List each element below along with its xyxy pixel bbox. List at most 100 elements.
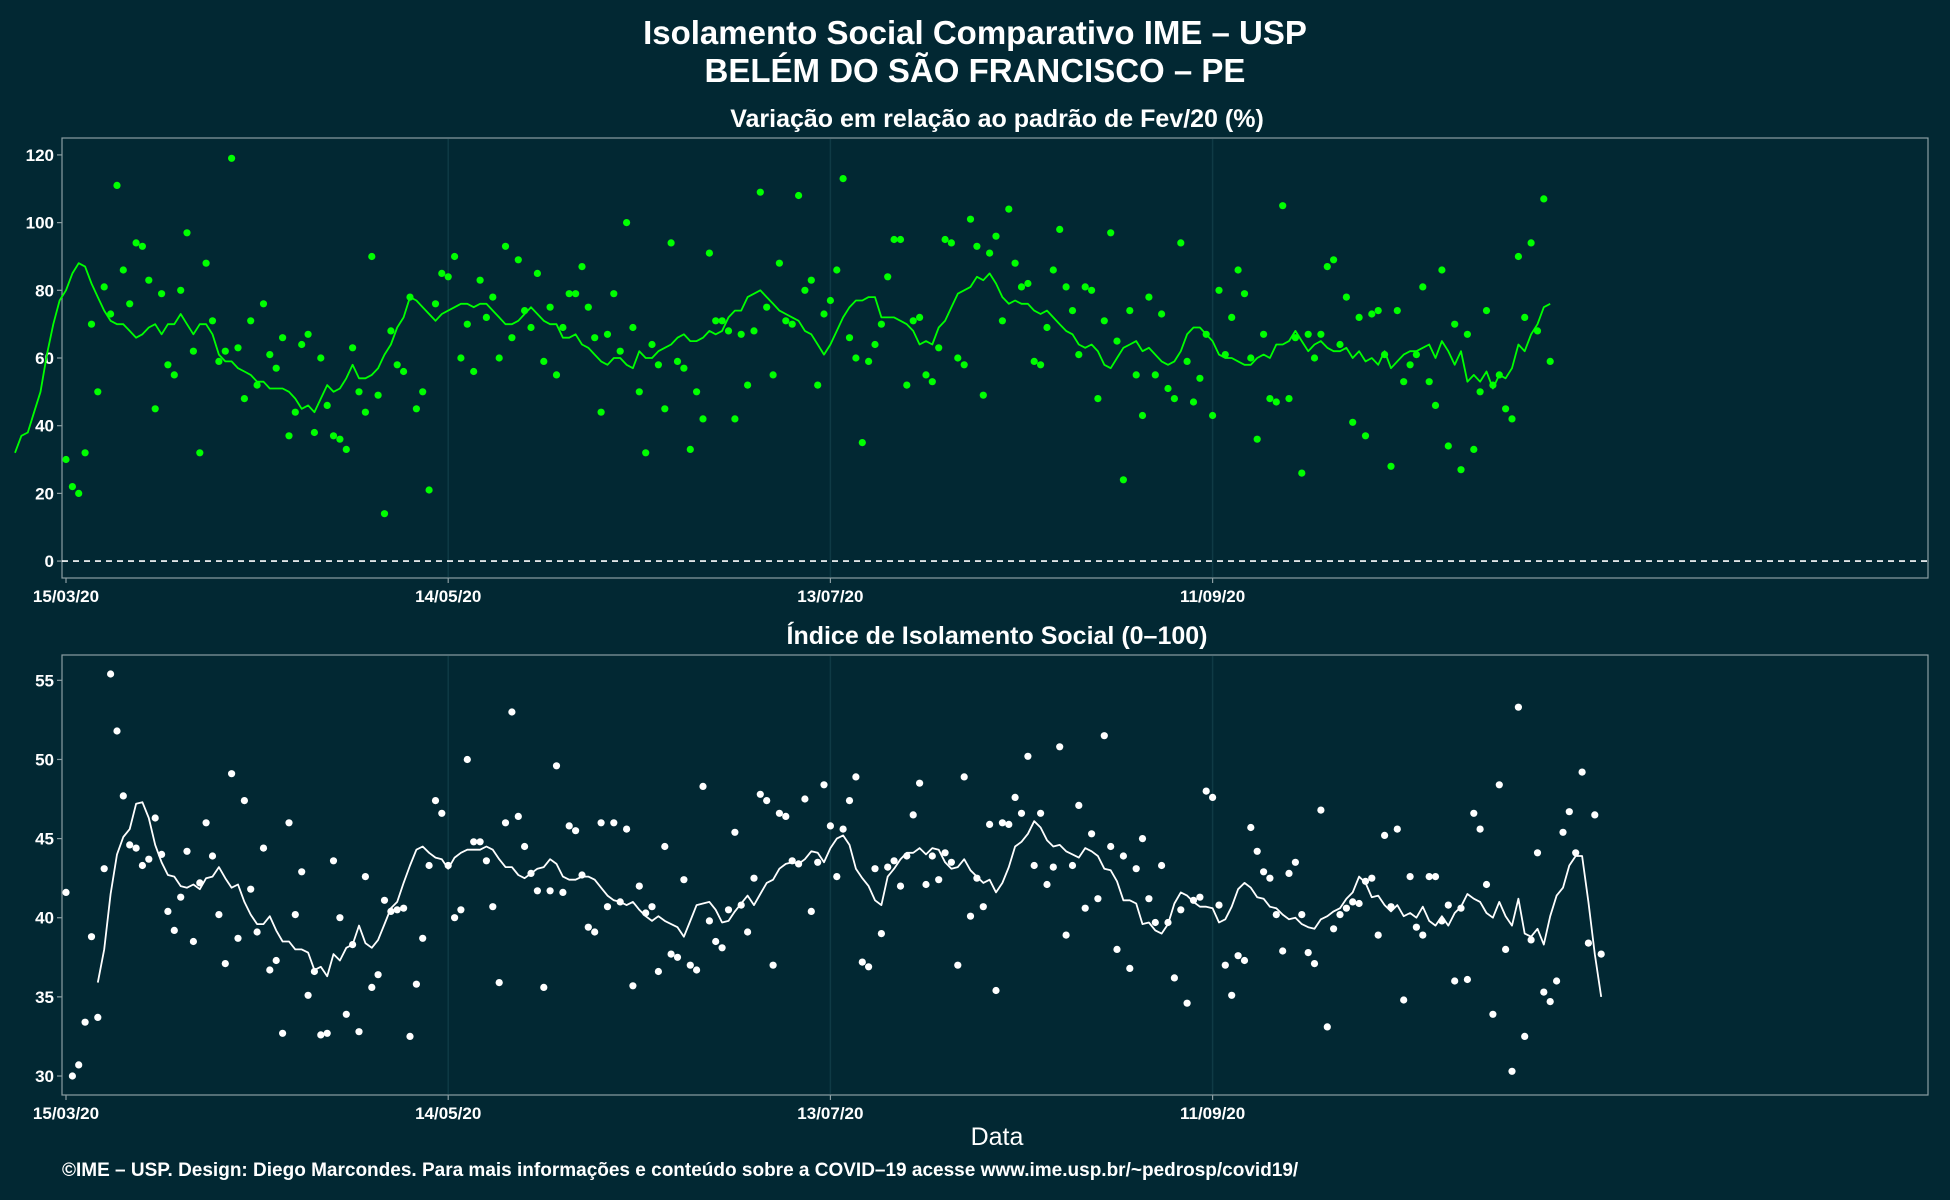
top-data-point	[1177, 239, 1185, 247]
top-data-point	[177, 286, 185, 294]
top-data-point	[234, 344, 242, 352]
top-data-point	[1164, 384, 1172, 393]
top-data-point	[1017, 283, 1026, 291]
bottom-data-point	[126, 841, 134, 849]
top-data-point	[1368, 310, 1376, 318]
top-data-point	[788, 320, 796, 328]
bottom-data-point	[228, 770, 236, 778]
bottom-x-tick-label: 13/07/20	[797, 1104, 863, 1123]
bottom-data-point	[336, 914, 344, 922]
top-data-point	[1202, 330, 1210, 338]
bottom-panel-title: Índice de Isolamento Social (0–100)	[787, 621, 1208, 650]
top-data-point	[368, 252, 376, 261]
top-data-point	[718, 317, 726, 325]
top-data-point	[1056, 225, 1064, 233]
top-data-point	[884, 273, 892, 281]
bottom-data-point	[451, 914, 459, 922]
bottom-data-point	[1521, 1032, 1529, 1040]
bottom-data-point	[1158, 861, 1166, 870]
top-data-point	[559, 323, 567, 332]
bottom-data-point	[1457, 904, 1465, 912]
top-y-tick-label: 0	[45, 552, 54, 571]
bottom-data-point	[890, 857, 898, 865]
bottom-data-point	[215, 911, 223, 919]
bottom-data-point	[986, 820, 994, 829]
bottom-data-point	[744, 928, 752, 936]
top-data-point	[1336, 340, 1344, 349]
top-y-tick-label: 80	[35, 281, 54, 300]
bottom-plot-area	[61, 654, 1929, 1096]
bottom-data-point	[960, 773, 968, 781]
top-data-point	[858, 439, 866, 447]
bottom-data-point	[852, 773, 860, 781]
bottom-data-point	[1323, 1023, 1331, 1031]
top-data-point	[1279, 202, 1287, 210]
bottom-data-point	[661, 842, 669, 851]
bottom-data-point	[623, 825, 631, 833]
bottom-data-point	[387, 907, 395, 916]
bottom-data-point	[1425, 873, 1433, 881]
bottom-data-point	[788, 857, 796, 865]
top-data-point	[1024, 279, 1032, 288]
top-data-point	[349, 344, 357, 352]
bottom-data-point	[100, 865, 108, 873]
top-data-point	[470, 367, 478, 376]
top-data-point	[533, 269, 542, 277]
top-data-point	[960, 361, 968, 369]
top-data-point	[221, 347, 229, 355]
top-data-point	[355, 388, 363, 396]
top-data-point	[807, 276, 815, 284]
bottom-data-point	[1285, 869, 1293, 878]
bottom-data-point	[654, 967, 663, 976]
bottom-data-point	[1342, 904, 1350, 912]
bottom-data-point	[1381, 831, 1389, 840]
top-data-point	[724, 327, 733, 335]
top-data-point	[81, 449, 89, 457]
bottom-data-point	[1209, 793, 1217, 802]
bottom-data-point	[393, 906, 401, 914]
top-data-point	[323, 401, 331, 409]
bottom-data-point	[234, 934, 242, 942]
top-data-point	[1419, 283, 1427, 291]
bottom-data-point	[1349, 898, 1357, 906]
top-data-point	[476, 276, 484, 284]
top-data-point	[966, 215, 975, 223]
bottom-data-point	[552, 762, 561, 770]
bottom-data-point	[1260, 868, 1268, 876]
bottom-data-point	[673, 953, 682, 961]
top-data-point	[1100, 317, 1108, 325]
top-data-point	[1425, 378, 1433, 386]
top-data-point	[208, 317, 217, 325]
top-plot-area	[61, 137, 1929, 579]
top-data-point	[661, 405, 669, 413]
bottom-data-point	[1221, 961, 1229, 969]
top-data-point	[1514, 252, 1522, 261]
top-data-point	[164, 361, 172, 369]
bottom-data-point	[1368, 874, 1376, 882]
top-data-point	[215, 357, 223, 365]
bottom-data-point	[909, 811, 917, 819]
top-data-point	[1049, 266, 1057, 274]
top-data-point	[87, 320, 96, 328]
bottom-data-point	[1177, 906, 1185, 914]
top-data-point	[877, 320, 886, 328]
bottom-data-point	[1291, 858, 1299, 866]
bottom-data-point	[380, 896, 389, 904]
bottom-data-point	[202, 819, 210, 827]
bottom-data-point	[1266, 874, 1274, 882]
bottom-data-point	[521, 842, 529, 851]
top-data-point	[1527, 239, 1535, 247]
top-data-point	[578, 263, 586, 271]
top-data-point	[941, 235, 949, 244]
top-data-point	[890, 235, 898, 244]
bottom-data-point	[1196, 893, 1204, 901]
top-data-point	[107, 310, 115, 318]
top-data-point	[145, 276, 153, 284]
bottom-data-point	[291, 911, 299, 919]
x-axis-label: Data	[971, 1123, 1024, 1151]
bottom-data-point	[648, 903, 656, 911]
bottom-data-point	[412, 980, 420, 988]
bottom-data-point	[1138, 835, 1147, 843]
top-data-point	[138, 242, 146, 250]
